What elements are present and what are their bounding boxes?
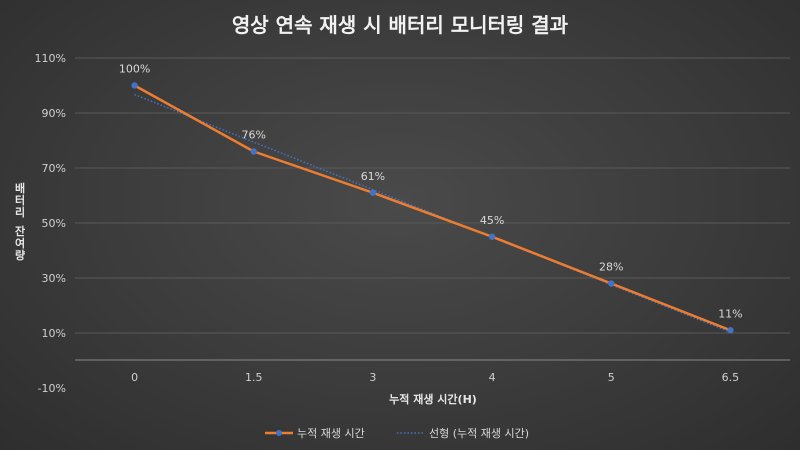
data-labels: 100% 76% 61% 45% 28% 11% <box>119 63 743 321</box>
x-tick-label: 3 <box>369 371 376 384</box>
data-label: 61% <box>361 170 385 183</box>
x-axis-title: 누적 재생 시간(H) <box>389 392 477 406</box>
legend-item-series[interactable]: 누적 재생 시간 <box>265 427 365 440</box>
y-tick-label: 30% <box>42 272 66 285</box>
data-label: 28% <box>599 261 623 274</box>
y-tick-label: 10% <box>42 327 66 340</box>
gridlines <box>75 57 790 334</box>
legend-label-series: 누적 재생 시간 <box>297 427 365 440</box>
x-tick-label: 0 <box>131 371 138 384</box>
x-tick-label: 4 <box>489 371 496 384</box>
y-tick-label: 90% <box>42 107 66 120</box>
data-point <box>369 189 377 196</box>
x-axis-ticks: 0 1.5 3 4 5 6.5 <box>131 371 739 384</box>
data-label: 45% <box>480 214 504 227</box>
series-line-path <box>133 84 731 332</box>
data-point <box>131 82 138 89</box>
y-tick-label: 50% <box>42 217 66 230</box>
y-axis-ticks: -10% 10% 30% 50% 70% 90% 110% <box>35 52 66 395</box>
data-point <box>608 280 615 287</box>
data-point <box>250 148 257 155</box>
trendline-path <box>134 93 731 333</box>
series-line <box>131 82 734 334</box>
y-tick-label: 70% <box>42 162 66 175</box>
y-tick-label: -10% <box>38 382 66 395</box>
chart-title: 영상 연속 재생 시 배터리 모니터링 결과 <box>232 13 569 37</box>
trendline <box>134 93 731 333</box>
legend-label-trendline: 선형 (누적 재생 시간) <box>429 427 529 440</box>
y-tick-label: 110% <box>35 52 66 65</box>
legend: 누적 재생 시간 선형 (누적 재생 시간) <box>265 427 529 440</box>
x-tick-label: 6.5 <box>722 371 740 384</box>
data-point <box>488 233 496 240</box>
data-point <box>727 327 734 334</box>
x-tick-label: 1.5 <box>245 371 263 384</box>
data-label: 100% <box>119 63 150 76</box>
data-label: 11% <box>718 307 742 320</box>
data-label: 76% <box>242 129 266 142</box>
x-tick-label: 5 <box>608 371 615 384</box>
legend-item-trendline[interactable]: 선형 (누적 재생 시간) <box>397 427 529 440</box>
